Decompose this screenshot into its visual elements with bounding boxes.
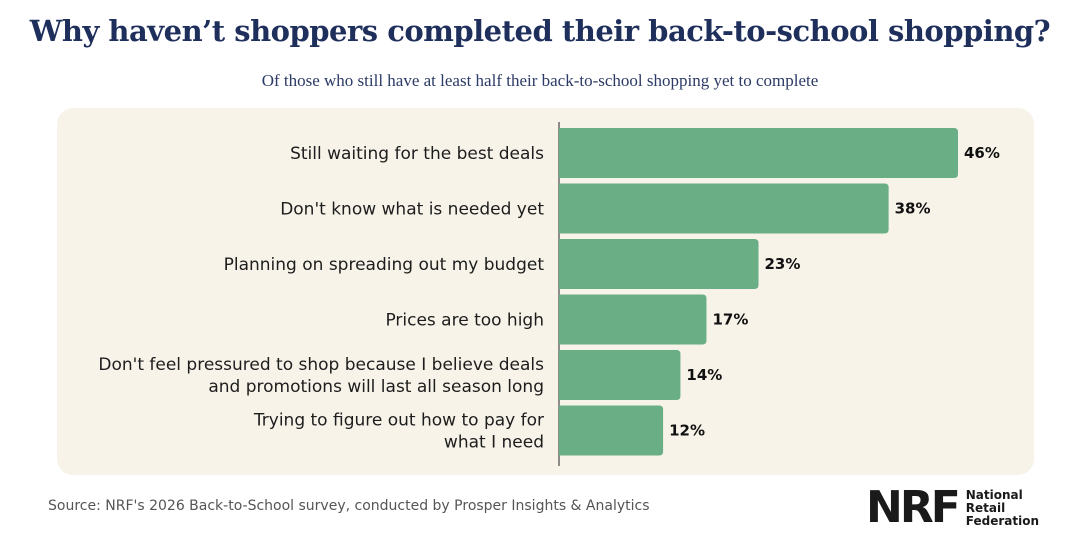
category-label: Planning on spreading out my budget bbox=[224, 255, 545, 275]
nrf-logo: NRF National Retail Federation bbox=[866, 486, 1039, 530]
bar bbox=[559, 239, 759, 289]
logo-mark: NRF bbox=[866, 482, 961, 533]
bar-value-label: 17% bbox=[712, 311, 748, 329]
category-label: Trying to figure out how to pay for bbox=[253, 411, 544, 431]
bar bbox=[559, 405, 664, 456]
bar bbox=[559, 183, 889, 234]
category-label: Don't know what is needed yet bbox=[280, 200, 544, 220]
bar bbox=[559, 294, 707, 345]
bar-value-label: 23% bbox=[765, 255, 801, 273]
chart-title: Why haven’t shoppers completed their bac… bbox=[29, 14, 1051, 48]
category-label: Don't feel pressured to shop because I b… bbox=[98, 355, 544, 375]
logo-word: Federation bbox=[965, 513, 1039, 528]
chart-subtitle: Of those who still have at least half th… bbox=[261, 71, 819, 90]
logo-words: National Retail Federation bbox=[965, 487, 1039, 528]
category-label: Still waiting for the best deals bbox=[290, 144, 544, 164]
category-label: and promotions will last all season long bbox=[208, 377, 544, 397]
category-label: what I need bbox=[444, 433, 544, 453]
bar-value-label: 14% bbox=[686, 366, 722, 384]
bar-value-label: 46% bbox=[964, 144, 1000, 162]
bar-value-label: 12% bbox=[669, 422, 705, 440]
bar bbox=[559, 350, 681, 400]
bar bbox=[559, 128, 958, 178]
logo-word: National bbox=[965, 487, 1023, 502]
source-note: Source: NRF's 2026 Back-to-School survey… bbox=[48, 498, 650, 514]
bar-value-label: 38% bbox=[895, 200, 931, 218]
logo-word: Retail bbox=[965, 500, 1006, 515]
category-label: Prices are too high bbox=[385, 311, 544, 331]
